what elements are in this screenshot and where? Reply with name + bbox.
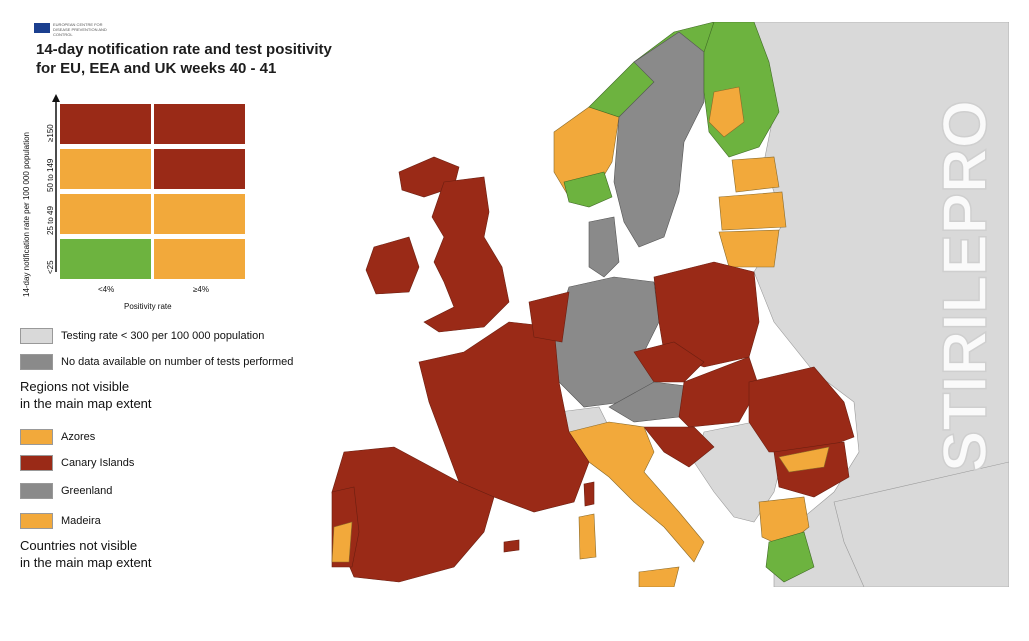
legend-region-greenland-label: Greenland (61, 485, 113, 497)
logo-text: EUROPEAN CENTRE FOR DISEASE PREVENTION A… (53, 22, 107, 37)
row-label-3: <25 (46, 260, 55, 274)
germany (553, 276, 660, 408)
eu-flag-icon (34, 23, 50, 33)
row-label-2: 25 to 49 (46, 206, 55, 235)
norway-west (563, 171, 613, 208)
bulgaria-inner (778, 446, 830, 473)
countries-heading: Countries not visible in the main map ex… (20, 537, 220, 571)
swatch-madeira (20, 513, 53, 529)
italy (568, 421, 705, 563)
matrix-cell-r3-c1 (154, 239, 245, 279)
countries-heading-line-1: Countries not visible (20, 538, 138, 553)
matrix-cell-r3-c0 (60, 239, 151, 279)
matrix-cell-r2-c0 (60, 194, 151, 234)
sardinia (578, 513, 597, 560)
page-title: 14-day notification rate and test positi… (36, 40, 366, 78)
title-line-2: for EU, EEA and UK weeks 40 - 41 (36, 60, 277, 77)
title-line-1: 14-day notification rate and test positi… (36, 41, 332, 58)
matrix-axes (52, 94, 60, 272)
legend-testing-low-label: Testing rate < 300 per 100 000 populatio… (61, 330, 265, 342)
row-label-1: 50 to 149 (46, 158, 55, 192)
legend-region-canary-label: Canary Islands (61, 457, 135, 469)
europe-map (331, 22, 1009, 587)
watermark-text: STIRILEPRO (931, 100, 1000, 472)
matrix-cell-r1-c1 (154, 149, 245, 189)
greece-south (765, 531, 815, 583)
matrix-x-axis-label: Positivity rate (124, 302, 172, 311)
finland-inner (708, 86, 745, 138)
czechia (633, 341, 705, 383)
latvia (718, 191, 787, 231)
regions-heading: Regions not visible in the main map exte… (20, 378, 220, 412)
col-label-1: ≥4% (193, 285, 209, 294)
sweden (613, 31, 705, 248)
sicily (638, 566, 680, 587)
matrix-cell-r1-c0 (60, 149, 151, 189)
map-frame: EUROPEAN CENTRE FOR DISEASE PREVENTION A… (14, 22, 1009, 587)
denmark (588, 216, 620, 278)
matrix-cell-r0-c0 (60, 104, 151, 144)
countries-heading-line-2: in the main map extent (20, 555, 152, 570)
france (418, 321, 590, 513)
swatch-darkgrey (20, 354, 53, 370)
row-label-0: ≥150 (46, 124, 55, 142)
ecdc-logo: EUROPEAN CENTRE FOR DISEASE PREVENTION A… (34, 22, 118, 37)
swatch-lightgrey (20, 328, 53, 344)
matrix-y-axis-label: 14-day notification rate per 100 000 pop… (22, 131, 31, 297)
united-kingdom (423, 176, 510, 333)
portugal-south (331, 521, 353, 563)
col-label-0: <4% (98, 285, 115, 294)
legend-no-data-label: No data available on number of tests per… (61, 356, 294, 368)
lithuania (718, 229, 780, 268)
risk-matrix: 14-day notification rate per 100 000 pop… (22, 94, 246, 311)
balearic (503, 539, 520, 553)
benelux (528, 291, 570, 343)
ireland (365, 236, 420, 295)
regions-heading-line-2: in the main map extent (20, 396, 152, 411)
matrix-cell-r0-c1 (154, 104, 245, 144)
watermark: STIRILEPRO (931, 99, 1001, 473)
legend-region-azores-label: Azores (61, 431, 96, 443)
croatia (643, 426, 715, 468)
swatch-greenland (20, 483, 53, 499)
corsica (583, 481, 595, 507)
swatch-canary (20, 455, 53, 471)
matrix-cell-r2-c1 (154, 194, 245, 234)
estonia (731, 156, 780, 193)
regions-heading-line-1: Regions not visible (20, 379, 130, 394)
hungary (678, 356, 760, 428)
swatch-azores (20, 429, 53, 445)
turkey (833, 461, 1009, 587)
legend-region-madeira-label: Madeira (61, 515, 101, 527)
